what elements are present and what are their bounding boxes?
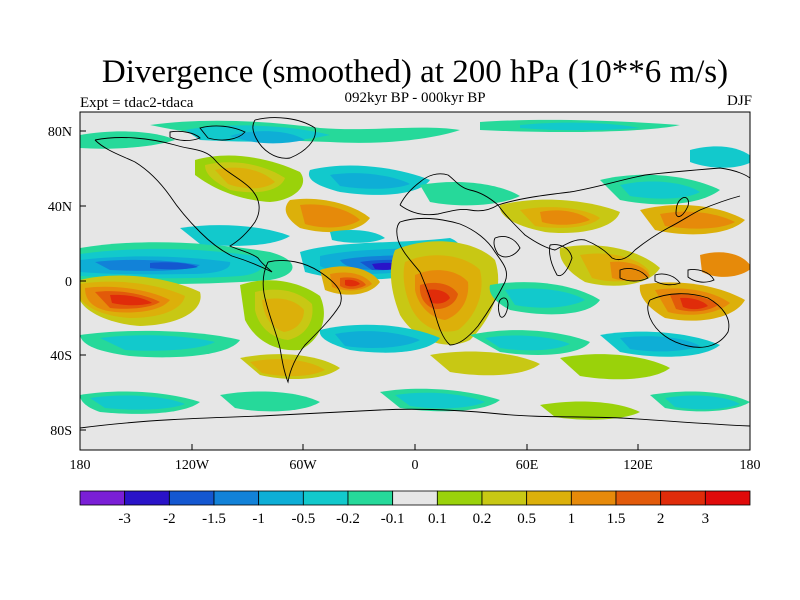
africa-positive <box>390 241 499 345</box>
colorbar-swatch <box>392 490 438 506</box>
lat-label-0: 0 <box>65 275 72 290</box>
colorbar-label: 1.5 <box>607 511 626 527</box>
lon-label-60e: 60E <box>516 458 539 473</box>
colorbar-swatch <box>302 490 349 506</box>
colorbar-swatch <box>79 490 126 506</box>
colorbar-label: -0.5 <box>291 511 315 527</box>
japan-coast <box>675 197 689 217</box>
colorbar-swatch <box>347 490 394 506</box>
colorbar-swatch <box>168 490 215 506</box>
season-label: DJF <box>727 93 752 109</box>
canadian-archipelago-coast <box>169 125 246 141</box>
south-america-coast <box>262 260 342 384</box>
north-america-coast <box>94 137 273 273</box>
colorbar-swatch <box>124 490 170 506</box>
asia-coast <box>497 167 750 261</box>
midlat-atlantic-negative <box>308 165 520 206</box>
eurasia-anomaly <box>499 146 750 235</box>
latitude-axis: 80N 40N 0 40S 80S <box>48 125 86 439</box>
contour-fields <box>80 119 750 420</box>
colorbar-swatch <box>258 490 304 506</box>
colorbar-swatch <box>213 490 260 506</box>
lat-label-80s: 80S <box>50 424 72 439</box>
lat-label-40s: 40S <box>50 349 72 364</box>
colorbar-label: -0.1 <box>381 511 405 527</box>
colorbar-label: 0.2 <box>473 511 492 527</box>
colorbar-label: 0.1 <box>428 511 447 527</box>
colorbar-label: 2 <box>657 511 665 527</box>
lon-label-60w: 60W <box>289 458 317 473</box>
colorbar-swatch <box>526 490 572 506</box>
madagascar-coast <box>498 297 509 318</box>
australia-coast <box>647 293 730 348</box>
colorbar-swatch <box>481 490 528 506</box>
africa-coast <box>396 217 507 346</box>
south-america-positive <box>240 266 380 351</box>
colorbar-swatch <box>704 490 751 506</box>
arabia-india-coast <box>493 236 573 277</box>
southern-midlat-band <box>80 324 720 380</box>
colorbar-label: 3 <box>702 511 710 527</box>
experiment-label: Expt = tdac2-tdaca <box>80 95 194 111</box>
lon-label-0: 0 <box>412 458 419 473</box>
colorbar-label: 0.5 <box>517 511 536 527</box>
maritime-continent-coast <box>619 267 715 286</box>
europe-coast <box>399 173 499 216</box>
greenland-coast <box>252 117 316 159</box>
pacific-equatorial-negative <box>80 225 385 285</box>
southeast-pacific-positive <box>80 275 201 326</box>
colorbar-label: -2 <box>163 511 176 527</box>
arctic-anomaly-band <box>80 119 680 149</box>
colorbar-swatch <box>660 490 706 506</box>
colorbar-label: -1.5 <box>202 511 226 527</box>
colorbar-swatch <box>615 490 662 506</box>
colorbar-swatch <box>570 490 617 506</box>
southern-highlat-band <box>80 388 750 420</box>
antarctica-coast <box>80 408 750 429</box>
coastlines <box>80 117 750 429</box>
colorbar-label: -1 <box>252 511 265 527</box>
lon-label-120w: 120W <box>175 458 210 473</box>
colorbar: -3 -2 -1.5 -1 -0.5 -0.2 -0.1 0.1 0.2 0.5 1 1.5 2 3 <box>79 490 751 527</box>
colorbar-label: -3 <box>118 511 131 527</box>
indian-ocean-anomaly <box>489 245 750 321</box>
colorbar-label: -0.2 <box>336 511 360 527</box>
lat-label-80n: 80N <box>48 125 72 140</box>
lon-label-180w: 180 <box>70 458 91 473</box>
map-panel <box>80 112 750 450</box>
longitude-axis: 180 120W 60W 0 60E 120E 180 <box>70 444 761 473</box>
colorbar-swatch <box>436 490 483 506</box>
map-title: Divergence (smoothed) at 200 hPa (10**6 … <box>102 54 728 90</box>
lon-label-120e: 120E <box>623 458 653 473</box>
map-subtitle: 092kyr BP - 000kyr BP <box>344 90 485 106</box>
lon-label-180e: 180 <box>740 458 761 473</box>
colorbar-label: 1 <box>568 511 576 527</box>
lat-label-40n: 40N <box>48 200 72 215</box>
